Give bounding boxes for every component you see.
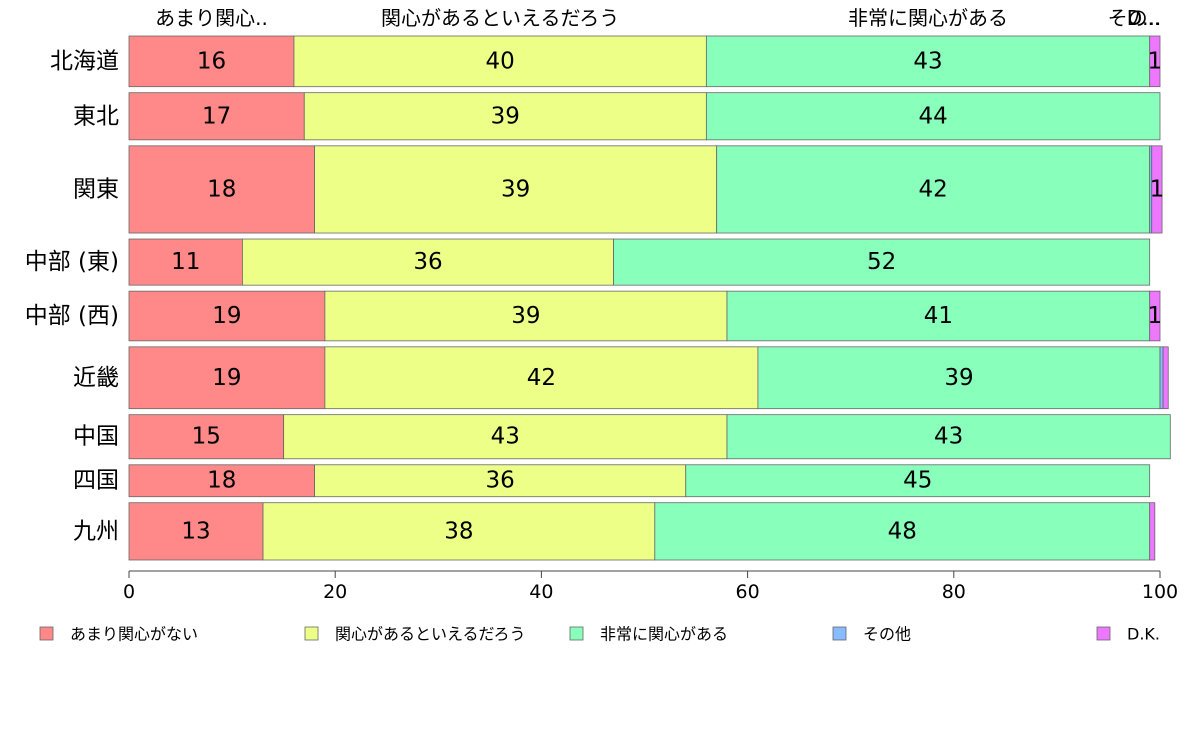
bar-segment [1159,346,1164,410]
bar-segment-value-label: 40 [486,48,515,74]
legend-swatch [39,626,54,641]
bar-segment [314,464,687,498]
bar-segment-value-label: 38 [444,518,473,544]
bar-segment [128,145,315,234]
bar-segment-value-label: 1 [1150,176,1165,202]
legend-label: あまり関心がない [70,625,198,644]
bar-segment-value-label: 52 [867,249,896,275]
legend-label: 関心があるといえるだろう [335,625,526,644]
bar-segment [242,238,614,286]
bar-segment [1162,346,1169,410]
bar-segment [293,35,707,88]
legend-label: D.K. [1127,625,1160,644]
bar-segment [128,290,326,342]
bar-segment [324,290,728,342]
category-label: 関東 [73,176,119,202]
column-header-label: 関心があるといえるだろう [381,6,619,30]
bar-segment-value-label: 43 [934,424,963,450]
legend-label: 非常に関心がある [600,625,728,644]
legend-swatch [832,626,847,641]
bar-segment [705,35,1151,88]
bar-segment [716,145,1151,234]
legend-swatch [1096,626,1111,641]
bar-segment-value-label: 18 [207,468,236,494]
bar-segment-value-label: 16 [197,48,226,74]
column-header-label: あまり関心.. [155,6,268,30]
bar-segment-value-label: 44 [919,103,948,129]
bar-segment-value-label: 36 [486,468,515,494]
legend-swatch [569,626,584,641]
bar-segment [1149,290,1161,342]
x-tick-label: 20 [323,581,347,603]
bar-segment-value-label: 19 [212,365,241,391]
bar-segment-value-label: 36 [413,249,442,275]
bar-segment [613,238,1151,286]
category-label: 中部 (西) [25,303,119,329]
bar-segment [726,290,1151,342]
bar-segment-value-label: 13 [181,518,210,544]
bar-segment-value-label: 18 [207,176,236,202]
bar-segment [128,92,305,141]
bar-segment-value-label: 48 [888,518,917,544]
bar-segment [685,464,1151,498]
bar-segment [128,502,264,561]
bar-segment [757,346,1161,410]
category-label: 中国 [73,424,119,450]
bar-segment [128,346,326,410]
category-label: 東北 [73,103,119,129]
bar-segment-value-label: 43 [913,48,942,74]
bar-segment [262,502,656,561]
bar-segment-value-label: 43 [491,424,520,450]
bar-segment-value-label: 1 [1148,303,1163,329]
bar-segment [128,35,295,88]
bar-segment [324,346,759,410]
bar-segment-value-label: 15 [192,424,221,450]
bar-segment [1149,502,1156,561]
bar-segment-value-label: 1 [1148,48,1163,74]
category-label: 中部 (東) [25,249,119,275]
bar-segment [283,414,728,460]
column-header-label: 非常に関心がある [848,6,1008,30]
bar-segment-value-label: 41 [924,303,953,329]
bar-segment [314,145,718,234]
legend-label: その他 [863,625,911,644]
category-label: 九州 [73,518,119,544]
legend-swatch [304,626,319,641]
category-label: 近畿 [73,365,119,391]
bar-segment-value-label: 19 [212,303,241,329]
bar-segment [128,464,315,498]
column-header-label: D... [1127,6,1161,30]
bar-segment-value-label: 45 [903,468,932,494]
column-header-label: その.. [1108,6,1161,30]
bar-segment-value-label: 17 [202,103,231,129]
x-tick-label: 100 [1142,581,1178,603]
x-tick-label: 0 [123,581,135,603]
x-tick-label: 80 [942,581,966,603]
bar-segment [654,502,1151,561]
bar-segment [726,414,1171,460]
bar-segment-value-label: 39 [944,365,973,391]
x-tick-label: 40 [529,581,553,603]
bar-segment [1151,145,1163,234]
bar-segment-value-label: 11 [171,249,200,275]
x-tick-label: 60 [736,581,760,603]
bar-segment [705,92,1161,141]
bar-segment [303,92,707,141]
bar-segment-value-label: 39 [501,176,530,202]
bar-segment-value-label: 39 [511,303,540,329]
category-label: 四国 [73,468,119,494]
bar-segment-value-label: 42 [919,176,948,202]
bar-segment-value-label: 42 [527,365,556,391]
bar-segment [128,414,285,460]
bar-segment-value-label: 39 [491,103,520,129]
bar-segment [1149,35,1161,88]
category-label: 北海道 [50,48,119,74]
